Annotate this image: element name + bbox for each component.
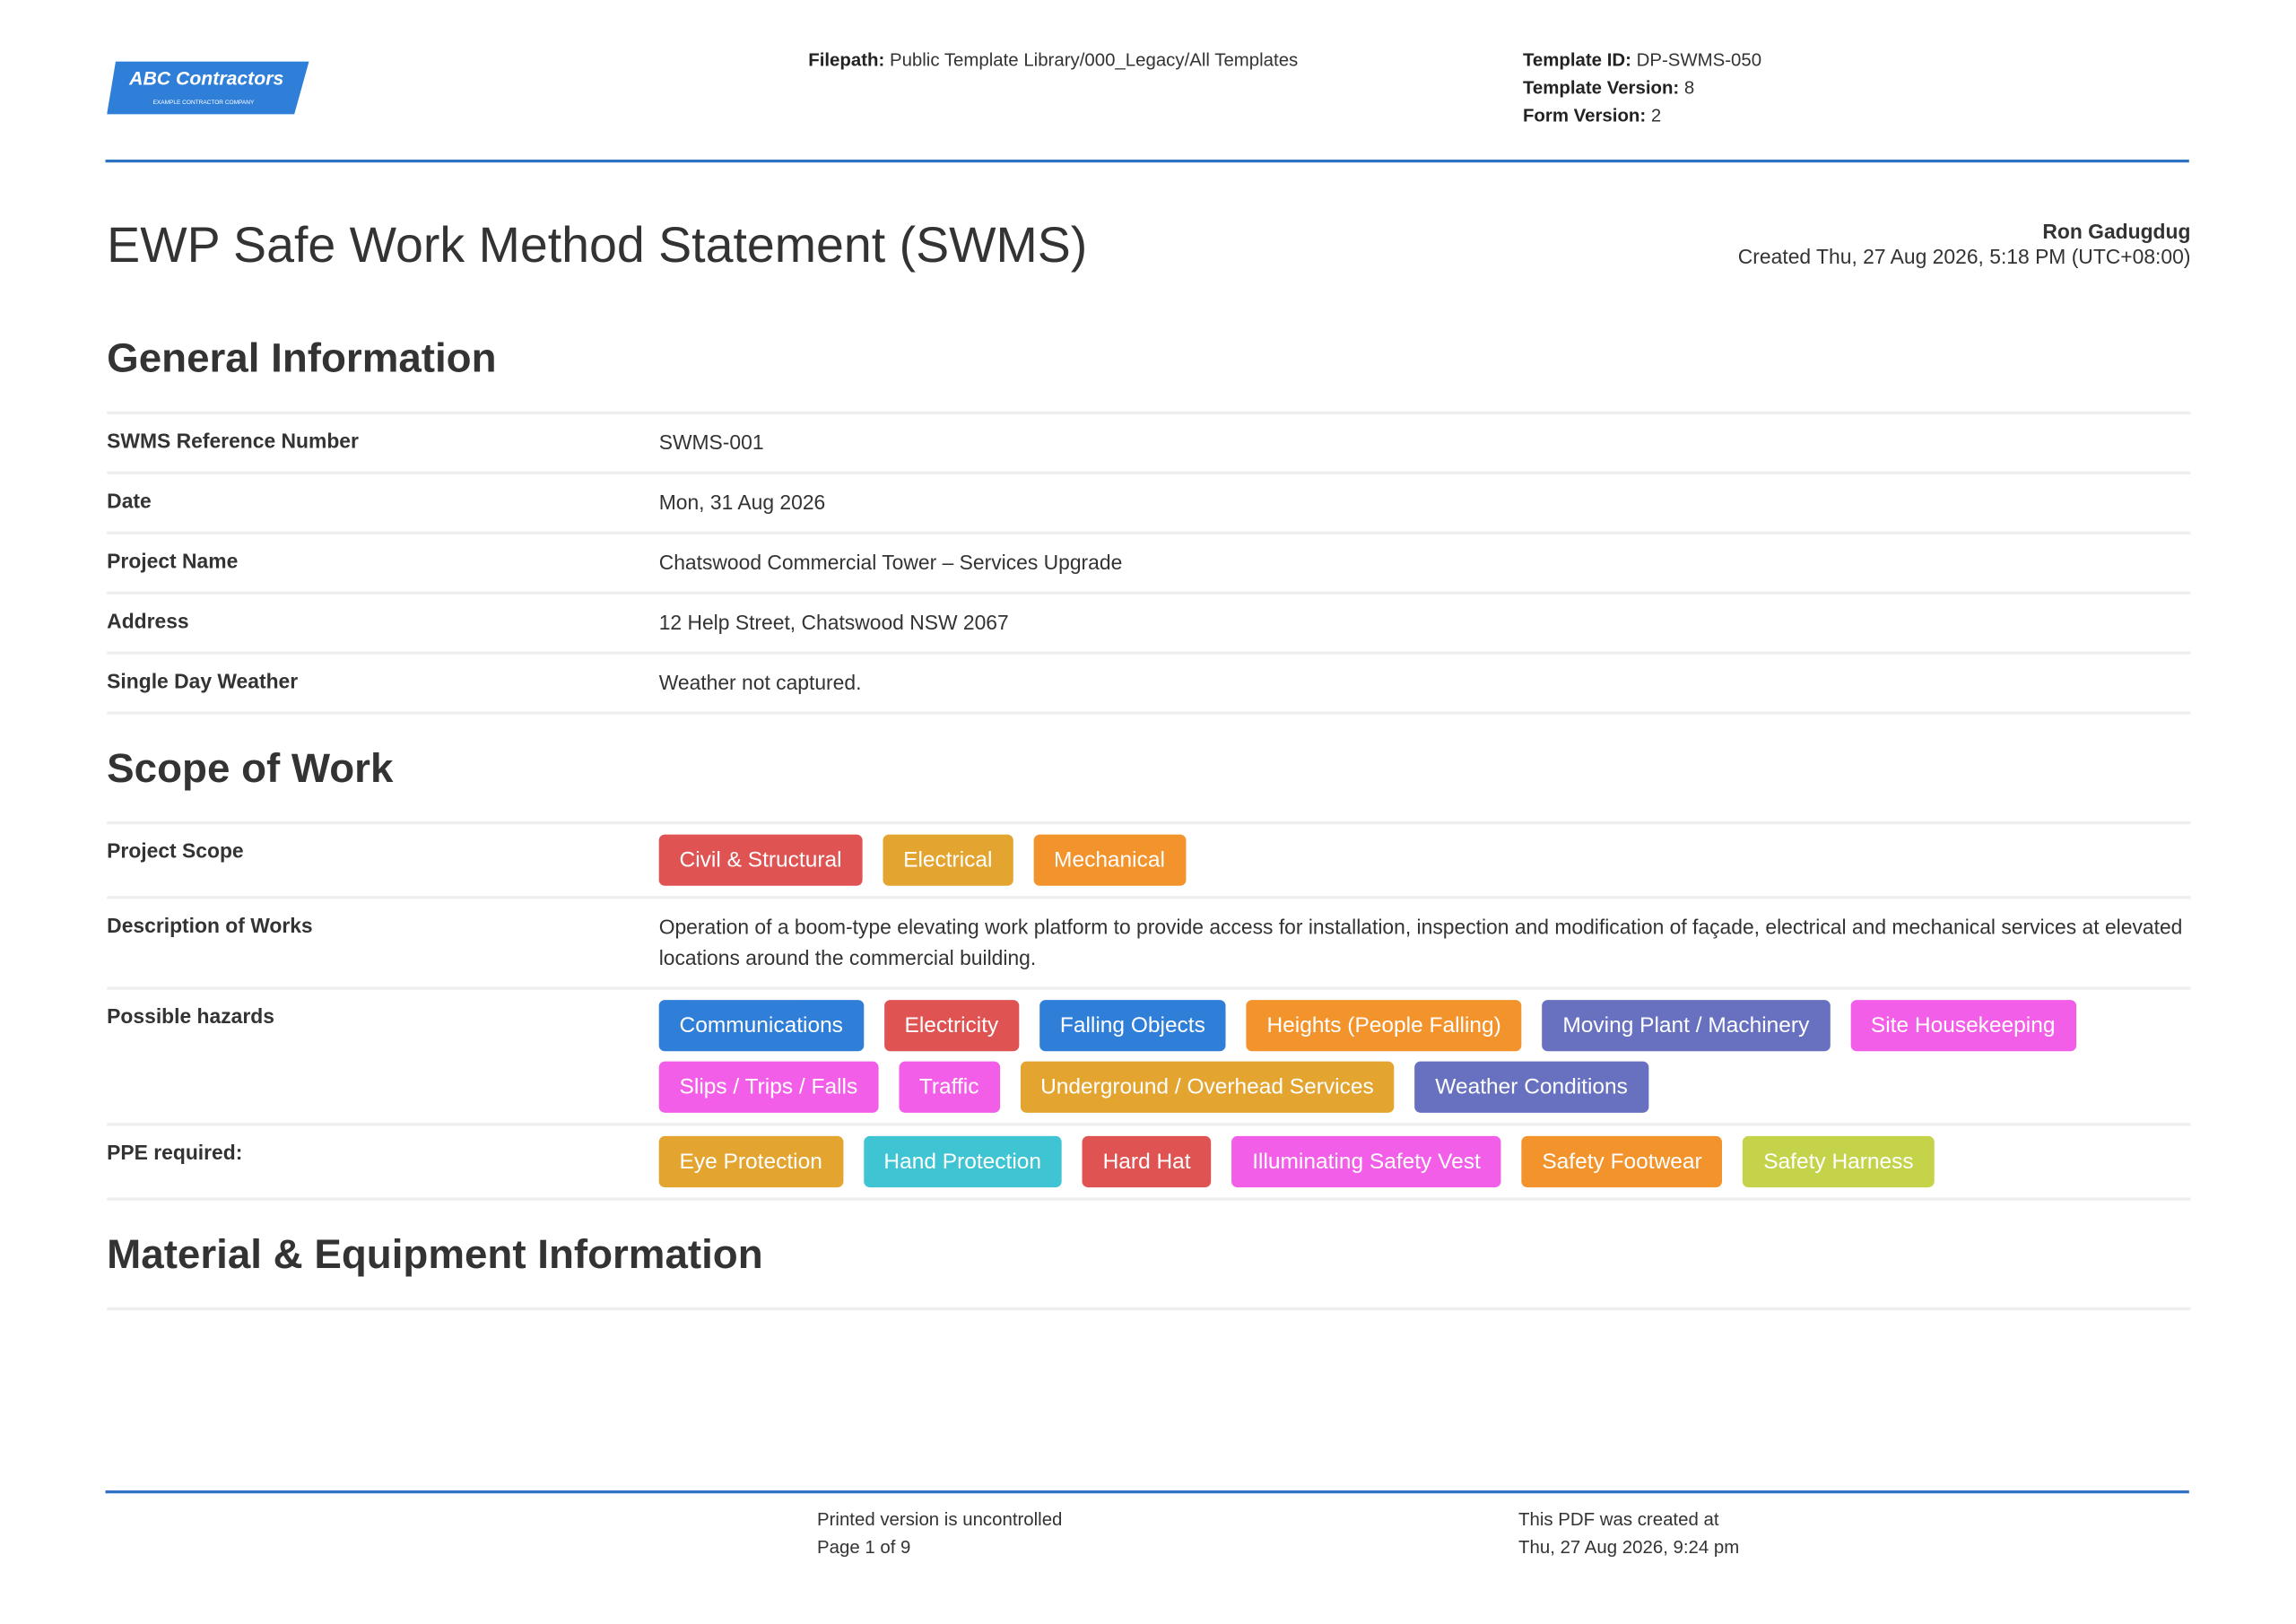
template-info-value: 8 [1683,77,1695,99]
doc-title: EWP Safe Work Method Statement (SWMS) [107,218,1088,274]
field-label: Possible hazards [107,1003,274,1029]
template-info-label: Template ID: [1522,49,1631,71]
template-info: Template ID: DP-SWMS-050 Template Version… [1523,47,1761,130]
filepath: Filepath: Public Template Library/000_Le… [808,47,1298,74]
field-row: Project Scope Civil & Structural Electrica… [107,824,2191,899]
field-value: 12 Help Street, Chatswood NSW 2067 [658,610,1009,634]
tag: Slips / Trips / Falls [658,1061,879,1113]
field-label: Description of Works [107,913,313,937]
section: Scope of Work Project Scope Civil & Struct… [107,739,2191,1201]
template-info-line: Template ID: DP-SWMS-050 [1523,47,1761,74]
tag-list: Civil & Structural Electrical Mechanical [658,834,2191,886]
tag: Heights (People Falling) [1246,1000,1522,1052]
field-row: PPE required: Eye Protection Hand Protecti… [107,1126,2191,1201]
template-info-value: DP-SWMS-050 [1636,49,1762,71]
field-label: Date [107,489,152,513]
tag: Moving Plant / Machinery [1542,1000,1831,1052]
title-row: EWP Safe Work Method Statement (SWMS) Ro… [107,213,2190,280]
tag: Hand Protection [863,1135,1062,1188]
tag: Safety Footwear [1521,1135,1723,1188]
logo-name: ABC Contractors [128,69,283,90]
filepath-label: Filepath: [808,49,885,71]
header-rule [105,159,2189,163]
tag: Weather Conditions [1414,1061,1648,1113]
field-row: Project Name Chatswood Commercial Tower –… [107,534,2191,595]
field-row: Single Day Weather Weather not captured. [107,655,2191,715]
field-label: Project Name [107,549,239,573]
field-value: Mon, 31 Aug 2026 [658,490,826,515]
field-value: Operation of a boom-type elevating work … [658,915,2183,969]
tag: Eye Protection [658,1135,843,1188]
section-title: Material & Equipment Information [107,1226,2191,1311]
logo-badge [107,61,309,115]
footer-page: Page 1 of 9 [817,1537,911,1559]
tag: Hard Hat [1082,1135,1212,1188]
field-label: Single Day Weather [107,669,299,693]
footer-left: Printed version is uncontrolled Page 1 o… [817,1507,1062,1562]
tag: Underground / Overhead Services [1020,1061,1395,1113]
tag: Communications [658,1000,864,1052]
field-value: Weather not captured. [658,670,862,694]
logo: ABC Contractors EXAMPLE CONTRACTOR COMPA… [107,61,309,115]
field-row: Possible hazards Communications Electricit… [107,990,2191,1126]
section: Material & Equipment Information [107,1226,2191,1311]
tag: Site Housekeeping [1850,1000,2076,1052]
footer-right: This PDF was created at Thu, 27 Aug 2026… [1518,1507,1739,1562]
sections: General Information SWMS Reference Number… [107,329,2191,1311]
footer-rule [105,1490,2189,1494]
filepath-value: Public Template Library/000_Legacy/All T… [889,49,1299,71]
footer-created-label: This PDF was created at [1518,1509,1719,1531]
template-info-line: Form Version: 2 [1523,102,1761,130]
footer-notice: Printed version is uncontrolled [817,1509,1063,1531]
tag: Safety Harness [1743,1135,1935,1188]
tag: Illuminating Safety Vest [1231,1135,1501,1188]
footer-created-at: Thu, 27 Aug 2026, 9:24 pm [1518,1537,1740,1559]
author: Ron Gadugdug [2042,219,2191,244]
field-value: SWMS-001 [658,430,764,455]
section: General Information SWMS Reference Number… [107,329,2191,715]
template-info-line: Template Version: 8 [1523,74,1761,102]
tag: Civil & Structural [658,834,863,886]
field-row: Date Mon, 31 Aug 2026 [107,474,2191,534]
doc-meta: Ron Gadugdug Created Thu, 27 Aug 2026, 5… [1738,220,2191,270]
field-row: Description of Works Operation of a boom-… [107,899,2191,990]
tag: Traffic [898,1061,1000,1113]
tag: Electrical [883,834,1013,886]
logo-tagline: EXAMPLE CONTRACTOR COMPANY [153,100,255,106]
template-info-label: Template Version: [1522,77,1680,99]
field-value: Chatswood Commercial Tower – Services Up… [658,550,1123,574]
template-info-value: 2 [1650,105,1662,126]
content: EWP Safe Work Method Statement (SWMS) Ro… [107,213,2191,1311]
tag: Mechanical [1033,834,1186,886]
tag-list: Eye Protection Hand Protection Hard Hat Ill… [658,1135,2191,1188]
tag: Falling Objects [1039,1000,1226,1052]
created: Created Thu, 27 Aug 2026, 5:18 PM (UTC+0… [1737,244,2191,268]
field-row: SWMS Reference Number SWMS-001 [107,414,2191,474]
field-row: Address 12 Help Street, Chatswood NSW 206… [107,595,2191,655]
field-label: SWMS Reference Number [107,429,359,453]
tag-list: Communications Electricity Falling Objects… [658,1000,2191,1113]
section-title: General Information [107,329,2191,415]
field-label: Project Scope [107,838,244,863]
tag: Electricity [883,1000,1020,1052]
template-info-label: Form Version: [1522,105,1647,126]
section-title: Scope of Work [107,739,2191,825]
field-label: PPE required: [107,1140,243,1164]
field-label: Address [107,609,189,633]
